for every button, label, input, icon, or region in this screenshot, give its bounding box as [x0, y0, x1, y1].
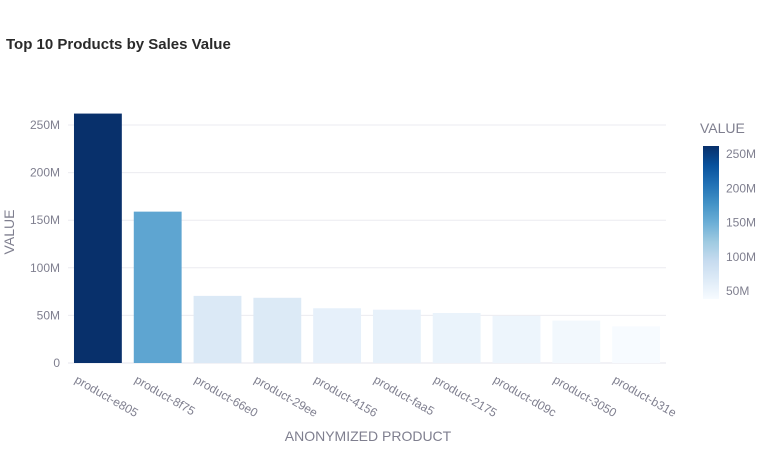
bar-product-d09c[interactable] — [492, 315, 541, 363]
x-tick-label: product-b31e — [611, 372, 680, 420]
x-axis-ticks: product-e805product-8f75product-66e0prod… — [72, 372, 679, 420]
y-tick-label: 150M — [30, 213, 60, 227]
x-tick-label: product-8f75 — [132, 372, 198, 418]
bar-product-4156[interactable] — [313, 308, 362, 363]
x-tick-label: product-29ee — [252, 372, 321, 420]
bar-product-8f75[interactable] — [133, 211, 182, 363]
y-tick-label: 0 — [53, 356, 60, 370]
bars — [73, 113, 661, 364]
x-tick-label: product-d09c — [491, 372, 559, 419]
bar-product-faa5[interactable] — [372, 309, 421, 363]
x-tick-label: product-e805 — [72, 372, 141, 420]
x-tick-label: product-3050 — [551, 372, 620, 420]
y-tick-label: 250M — [30, 118, 60, 132]
y-tick-label: 200M — [30, 166, 60, 180]
colorbar-tick-label: 100M — [726, 250, 756, 264]
bar-product-2175[interactable] — [432, 313, 481, 363]
colorbar-tick-label: 200M — [726, 181, 756, 195]
bar-product-66e0[interactable] — [193, 295, 242, 363]
chart-title: Top 10 Products by Sales Value — [6, 36, 231, 53]
colorbar-tick-label: 150M — [726, 216, 756, 230]
y-tick-label: 50M — [37, 308, 60, 322]
bar-product-3050[interactable] — [552, 320, 601, 363]
x-tick-label: product-2175 — [431, 372, 500, 420]
bar-product-b31e[interactable] — [612, 326, 661, 363]
bar-product-29ee[interactable] — [253, 297, 302, 363]
colorbar-tick-label: 250M — [726, 147, 756, 161]
y-tick-label: 100M — [30, 261, 60, 275]
colorbar: 50M 100M 150M 200M 250M — [703, 146, 756, 299]
y-axis-ticks: 0 50M 100M 150M 200M 250M — [30, 118, 60, 370]
x-tick-label: product-faa5 — [371, 372, 437, 418]
x-tick-label: product-4156 — [312, 372, 381, 420]
colorbar-title: VALUE — [700, 120, 745, 136]
colorbar-tick-label: 50M — [726, 284, 749, 298]
y-axis-label: VALUE — [1, 210, 17, 255]
x-axis-label: ANONYMIZED PRODUCT — [285, 428, 452, 444]
x-tick-label: product-66e0 — [192, 372, 261, 420]
colorbar-gradient — [703, 146, 719, 299]
bar-product-e805[interactable] — [73, 113, 122, 364]
